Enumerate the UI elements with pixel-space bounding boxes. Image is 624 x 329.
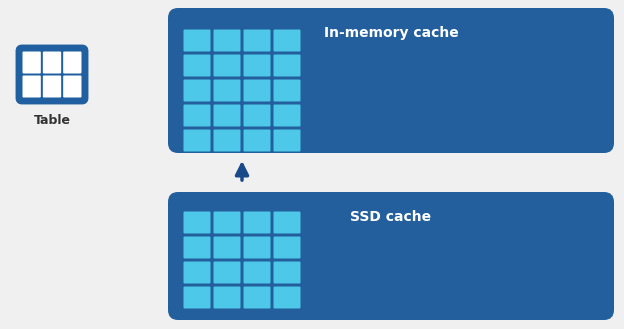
FancyBboxPatch shape [183,55,210,77]
FancyBboxPatch shape [183,30,210,52]
FancyBboxPatch shape [213,30,240,52]
FancyBboxPatch shape [243,80,270,102]
FancyBboxPatch shape [273,55,301,77]
FancyBboxPatch shape [243,30,270,52]
FancyBboxPatch shape [243,262,270,284]
FancyBboxPatch shape [213,212,240,234]
FancyBboxPatch shape [243,287,270,309]
FancyBboxPatch shape [273,237,301,259]
FancyBboxPatch shape [273,262,301,284]
FancyBboxPatch shape [18,47,86,102]
FancyBboxPatch shape [273,130,301,151]
FancyBboxPatch shape [243,212,270,234]
FancyBboxPatch shape [273,80,301,102]
FancyBboxPatch shape [213,262,240,284]
FancyBboxPatch shape [273,105,301,126]
FancyBboxPatch shape [183,237,210,259]
FancyBboxPatch shape [43,52,61,73]
Text: In-memory cache: In-memory cache [324,26,459,40]
FancyBboxPatch shape [183,130,210,151]
FancyBboxPatch shape [243,130,270,151]
FancyBboxPatch shape [183,212,210,234]
FancyBboxPatch shape [213,80,240,102]
FancyBboxPatch shape [273,287,301,309]
FancyBboxPatch shape [168,8,614,153]
FancyBboxPatch shape [183,287,210,309]
FancyBboxPatch shape [43,75,61,97]
FancyBboxPatch shape [243,237,270,259]
FancyBboxPatch shape [213,237,240,259]
FancyBboxPatch shape [213,55,240,77]
FancyBboxPatch shape [168,192,614,320]
FancyBboxPatch shape [243,105,270,126]
FancyBboxPatch shape [183,80,210,102]
FancyBboxPatch shape [63,52,82,73]
FancyBboxPatch shape [22,75,41,97]
FancyBboxPatch shape [213,130,240,151]
FancyBboxPatch shape [213,287,240,309]
FancyBboxPatch shape [63,75,82,97]
FancyBboxPatch shape [22,52,41,73]
FancyBboxPatch shape [273,212,301,234]
Text: Table: Table [34,114,71,127]
FancyBboxPatch shape [273,30,301,52]
FancyBboxPatch shape [243,55,270,77]
FancyBboxPatch shape [183,105,210,126]
FancyBboxPatch shape [213,105,240,126]
Text: SSD cache: SSD cache [351,210,432,224]
FancyBboxPatch shape [183,262,210,284]
